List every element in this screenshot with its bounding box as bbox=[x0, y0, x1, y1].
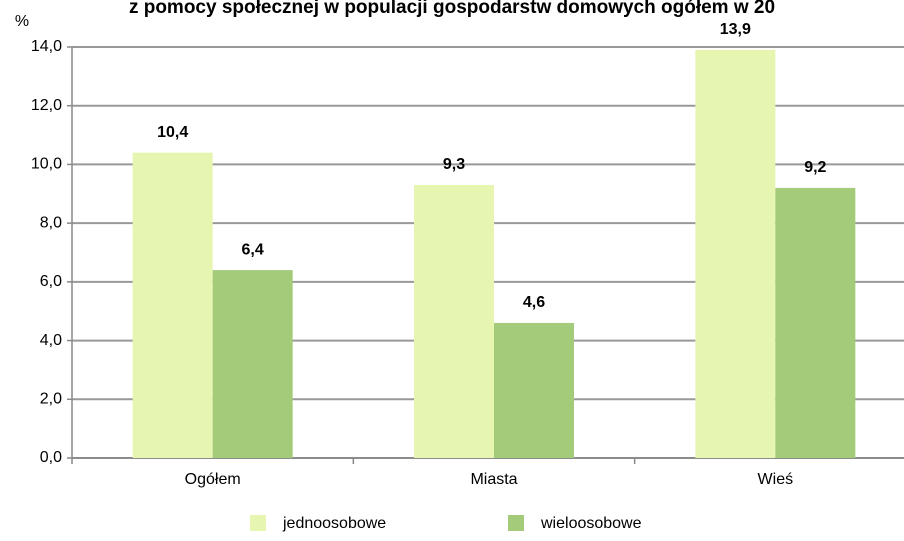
bar bbox=[494, 322, 574, 458]
bar bbox=[695, 49, 776, 458]
y-tick-label: 4,0 bbox=[40, 332, 62, 349]
y-tick-label: 8,0 bbox=[40, 214, 62, 231]
x-tick-label: Miasta bbox=[470, 471, 517, 488]
value-label: 4,6 bbox=[523, 294, 545, 311]
value-label: 9,2 bbox=[804, 159, 826, 176]
x-tick-label: Wieś bbox=[758, 471, 794, 488]
y-tick-label: 12,0 bbox=[31, 97, 62, 114]
y-axis-unit: % bbox=[15, 13, 29, 30]
value-label: 9,3 bbox=[443, 156, 465, 173]
value-label: 6,4 bbox=[242, 241, 264, 258]
value-label: 10,4 bbox=[157, 124, 188, 141]
value-label: 13,9 bbox=[720, 21, 751, 38]
chart-title: z pomocy społecznej w populacji gospodar… bbox=[129, 0, 775, 18]
y-tick-label: 6,0 bbox=[40, 273, 62, 290]
bar bbox=[414, 184, 494, 458]
x-tick-label: Ogółem bbox=[185, 471, 241, 488]
bar bbox=[132, 152, 213, 458]
legend-swatch bbox=[250, 515, 266, 531]
legend-label: jednoosobowe bbox=[282, 515, 386, 532]
y-tick-label: 2,0 bbox=[40, 391, 62, 408]
y-tick-label: 0,0 bbox=[40, 449, 62, 466]
bar bbox=[212, 270, 293, 458]
legend-swatch bbox=[508, 515, 524, 531]
y-tick-label: 14,0 bbox=[31, 38, 62, 55]
legend-label: wieloosobowe bbox=[540, 515, 642, 532]
y-tick-label: 10,0 bbox=[31, 156, 62, 173]
bar bbox=[775, 187, 856, 458]
